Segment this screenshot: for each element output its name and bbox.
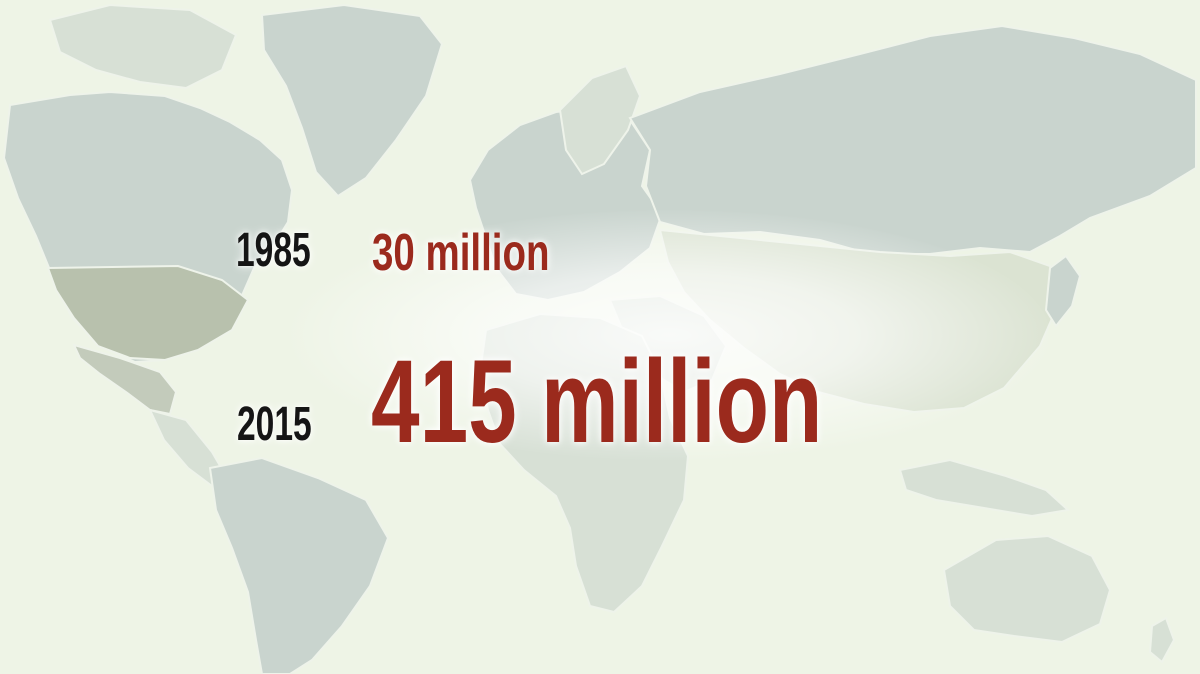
scandinavia [558,64,642,176]
greenland [260,3,444,198]
value-2015-label: 415 million [371,336,823,468]
year-1985-label: 1985 [236,224,311,277]
south-america [208,456,390,674]
arctic-islands [48,3,238,90]
usa-region [46,264,250,362]
text-highlight-glow [290,210,1050,460]
value-1985-label: 30 million [372,224,550,282]
southeast-asia-islands [898,458,1071,518]
japan [1044,254,1082,328]
australia [942,534,1112,644]
new-zealand [1148,616,1176,664]
year-2015-label: 2015 [237,398,312,451]
